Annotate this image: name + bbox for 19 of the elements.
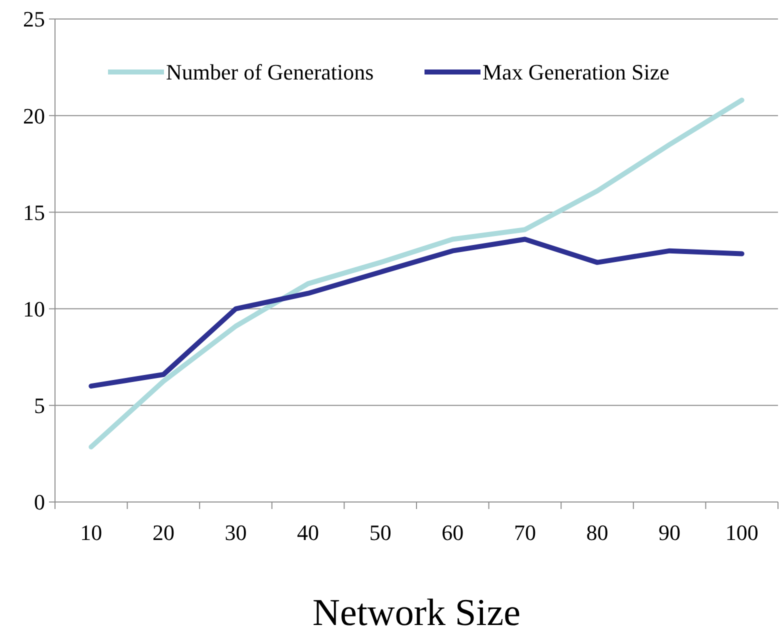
- x-axis-title: Network Size: [312, 592, 520, 633]
- x-tick-label: 20: [152, 520, 174, 545]
- y-tick-label: 5: [34, 393, 45, 418]
- x-tick-label: 50: [369, 520, 392, 545]
- y-tick-label: 20: [23, 103, 45, 128]
- y-tick-label: 0: [34, 490, 45, 515]
- y-tick-label: 10: [23, 296, 45, 322]
- legend-label: Max Generation Size: [482, 60, 670, 85]
- x-tick-label: 80: [586, 520, 608, 545]
- x-tick-label: 90: [658, 520, 681, 545]
- x-tick-label: 60: [442, 520, 464, 545]
- x-tick-label: 70: [514, 520, 536, 545]
- x-tick-label: 10: [80, 520, 102, 545]
- x-tick-label: 30: [224, 520, 247, 545]
- y-tick-label: 15: [23, 200, 45, 225]
- y-tick-label: 25: [23, 6, 45, 32]
- legend-label: Number of Generations: [166, 60, 374, 85]
- x-tick-label: 100: [725, 520, 758, 545]
- x-tick-label: 40: [297, 520, 320, 545]
